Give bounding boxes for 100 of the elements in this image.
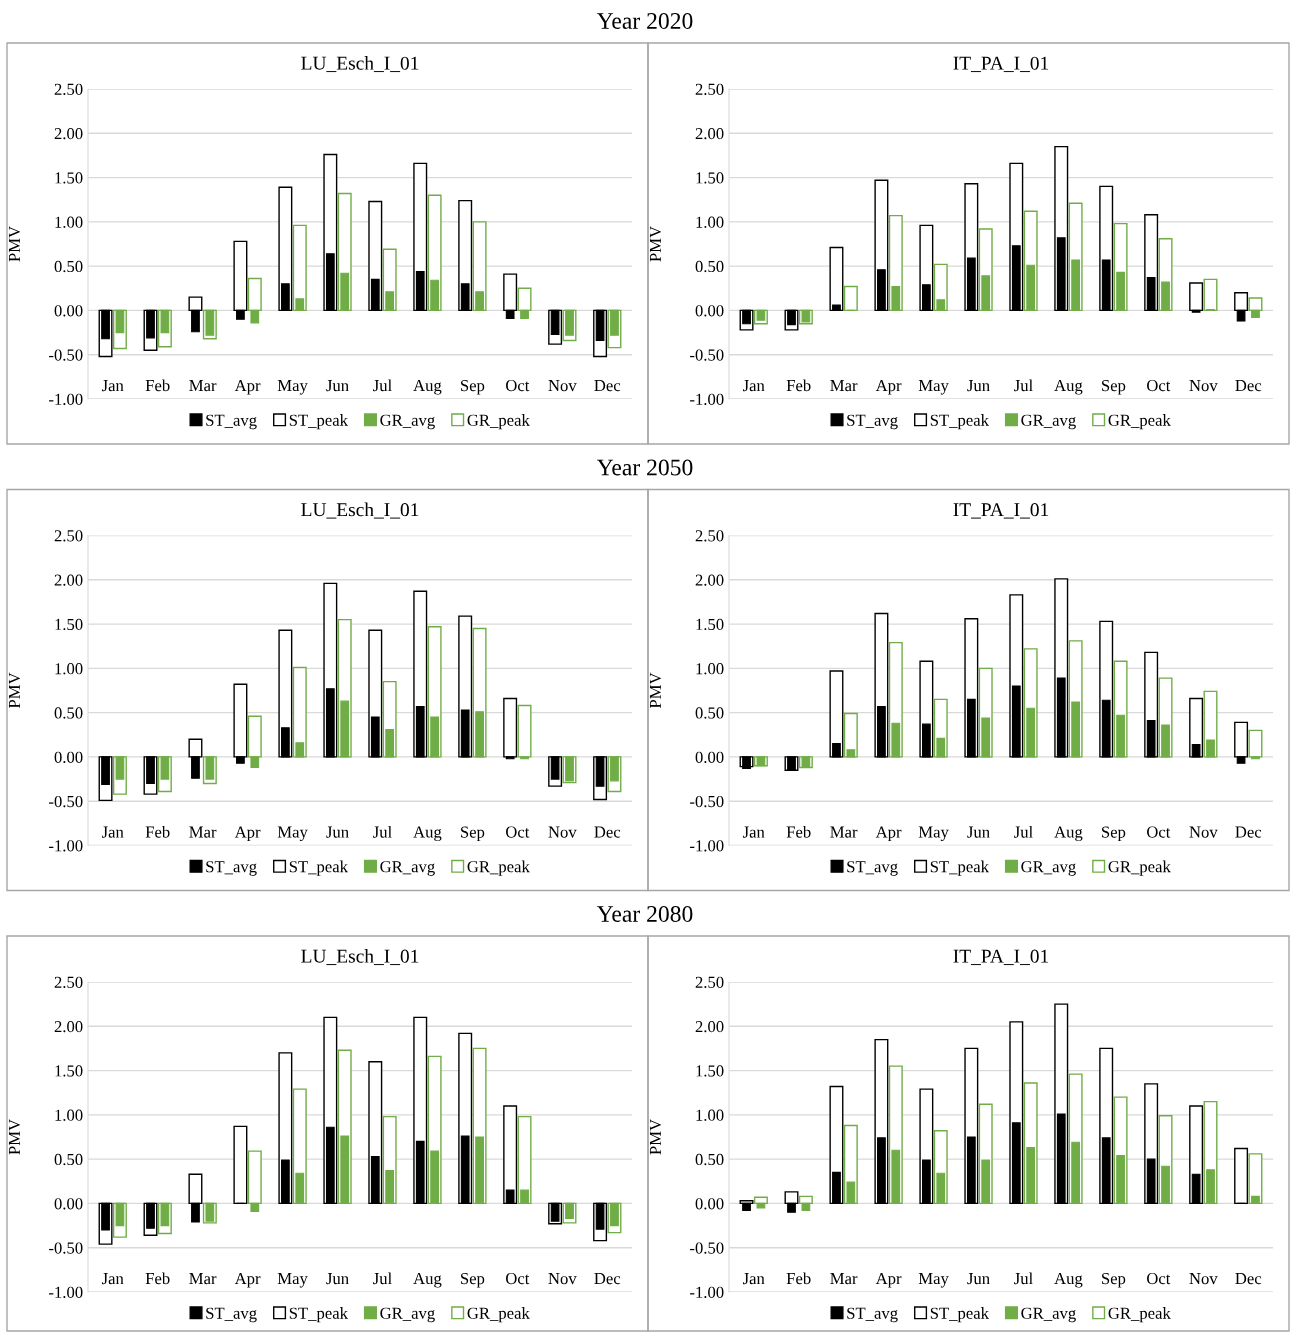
x-tick-label: Oct xyxy=(1147,379,1171,392)
legend-label: ST_avg xyxy=(847,414,898,430)
y-axis-title: PMV xyxy=(649,1119,662,1155)
x-tick-label: May xyxy=(918,1273,949,1288)
y-tick-label: 2.00 xyxy=(695,1020,724,1033)
x-tick-label: Apr xyxy=(875,380,902,395)
y-tick-label: 0.00 xyxy=(54,751,83,763)
x-tick-label: Oct xyxy=(506,1272,530,1285)
x-tick-label: Jul xyxy=(373,1272,392,1285)
y-tick-label: 2.00 xyxy=(54,1020,83,1033)
x-tick-label: May xyxy=(277,380,308,395)
y-tick-label: 2.50 xyxy=(695,976,724,989)
x-tick-label: May xyxy=(277,826,308,842)
x-tick-label: Aug xyxy=(1054,1272,1083,1288)
x-tick-label: Dec xyxy=(594,826,621,838)
legend-label: ST_peak xyxy=(930,860,989,876)
legend-label: GR_avg xyxy=(380,1307,435,1323)
y-tick-label: 2.50 xyxy=(54,976,83,989)
legend-label: GR_peak xyxy=(467,414,530,430)
x-tick-label: Apr xyxy=(875,826,902,842)
x-tick-label: Jun xyxy=(326,1273,349,1285)
legend-label: GR_peak xyxy=(467,860,530,876)
y-tick-label: -1.00 xyxy=(690,840,724,852)
x-tick-label: Nov xyxy=(548,1273,577,1285)
legend-label: ST_peak xyxy=(930,414,989,430)
y-tick-label: 1.50 xyxy=(55,1065,83,1077)
legend-label: ST_avg xyxy=(206,1307,257,1323)
x-tick-label: Aug xyxy=(1054,826,1083,842)
legend-label: ST_peak xyxy=(930,1307,989,1323)
x-tick-label: Mar xyxy=(189,826,217,838)
x-tick-label: Jan xyxy=(742,826,765,838)
y-tick-label: 2.00 xyxy=(54,574,83,586)
y-tick-label: 2.50 xyxy=(695,83,724,96)
y-tick-label: 1.00 xyxy=(696,216,724,228)
x-tick-label: Apr xyxy=(234,826,261,842)
legend-label: GR_avg xyxy=(380,861,435,876)
x-tick-label: Aug xyxy=(413,1272,442,1288)
x-tick-label: Nov xyxy=(1189,380,1218,392)
y-axis-title: PMV xyxy=(8,1119,21,1155)
y-tick-label: 0.50 xyxy=(54,260,83,273)
x-tick-label: Sep xyxy=(1102,379,1126,395)
x-tick-label: Nov xyxy=(1189,1273,1218,1285)
y-tick-label: 0.00 xyxy=(695,751,724,763)
y-tick-label: -0.50 xyxy=(49,1242,83,1254)
x-tick-label: Jan xyxy=(101,1273,124,1285)
y-tick-label: 2.50 xyxy=(54,83,83,96)
y-tick-label: 1.00 xyxy=(55,216,83,228)
chart-title: IT_PA_I_01 xyxy=(953,949,1049,966)
x-tick-label: Jul xyxy=(373,825,392,838)
y-tick-label: 1.00 xyxy=(55,1109,83,1121)
legend-label: ST_peak xyxy=(289,414,348,430)
x-tick-label: Jan xyxy=(101,826,124,838)
x-tick-label: Aug xyxy=(1054,379,1083,395)
x-tick-label: Jun xyxy=(326,826,349,838)
y-tick-label: -0.50 xyxy=(690,349,724,361)
y-tick-label: -0.50 xyxy=(49,795,83,808)
x-tick-label: Sep xyxy=(1102,826,1126,842)
x-tick-label: Mar xyxy=(830,1273,858,1285)
x-tick-label: Jun xyxy=(326,380,349,392)
x-tick-label: Nov xyxy=(548,380,577,392)
y-tick-label: 0.00 xyxy=(695,1198,724,1210)
x-tick-label: May xyxy=(918,380,949,395)
legend-label: ST_avg xyxy=(847,1307,898,1323)
x-tick-label: Nov xyxy=(1189,826,1218,838)
x-tick-label: Jul xyxy=(373,379,392,392)
x-tick-label: Apr xyxy=(234,1273,261,1288)
y-axis-title: PMV xyxy=(649,226,662,262)
y-tick-label: 0.00 xyxy=(54,305,83,317)
x-tick-label: Jun xyxy=(967,826,990,838)
x-tick-label: Jan xyxy=(101,380,124,392)
x-tick-label: Sep xyxy=(1102,1272,1126,1288)
x-tick-label: Apr xyxy=(875,1273,902,1288)
legend-label: ST_avg xyxy=(206,414,257,430)
y-axis-title: PMV xyxy=(649,672,662,709)
legend-label: ST_avg xyxy=(206,861,257,876)
x-tick-label: Feb xyxy=(786,379,811,392)
y-tick-label: 1.00 xyxy=(696,1109,724,1121)
y-tick-label: -1.00 xyxy=(49,840,83,852)
x-tick-label: Feb xyxy=(145,379,170,392)
y-tick-label: -1.00 xyxy=(690,393,724,406)
legend-label: GR_peak xyxy=(467,1307,530,1323)
x-tick-label: Mar xyxy=(189,1273,217,1285)
legend-label: GR_avg xyxy=(1021,861,1076,876)
x-tick-label: Sep xyxy=(461,379,485,395)
legend-label: GR_avg xyxy=(380,414,435,430)
x-tick-label: Dec xyxy=(594,1273,621,1285)
x-tick-label: Feb xyxy=(145,825,170,838)
y-tick-label: -1.00 xyxy=(49,393,83,406)
text: Year 2050 xyxy=(596,459,693,476)
x-tick-label: Jul xyxy=(1014,825,1033,838)
x-tick-label: Dec xyxy=(594,380,621,392)
y-tick-label: 1.50 xyxy=(55,618,83,631)
y-tick-label: 1.50 xyxy=(696,172,724,184)
chart-title: LU_Esch_I_01 xyxy=(301,56,419,73)
legend-label: ST_peak xyxy=(289,1307,348,1323)
x-tick-label: Aug xyxy=(413,826,442,842)
legend-label: GR_avg xyxy=(1021,414,1076,430)
x-tick-label: Feb xyxy=(786,1272,811,1285)
y-tick-label: 1.00 xyxy=(55,663,83,675)
x-tick-label: Feb xyxy=(786,825,811,838)
